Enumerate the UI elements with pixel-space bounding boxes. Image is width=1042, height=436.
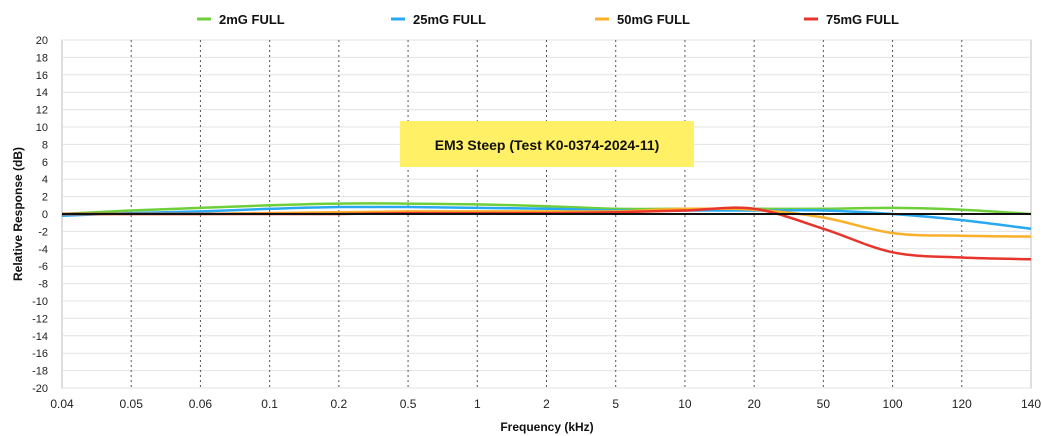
y-tick-label: -16 [32,348,48,360]
y-tick-label: -14 [32,331,48,343]
x-tick-label: 10 [678,397,692,411]
x-tick-label: 20 [747,397,761,411]
grid [61,39,1032,389]
legend-label-2: 25mG FULL [413,12,486,27]
legend-label-4: 75mG FULL [826,12,899,27]
legend-label-3: 50mG FULL [617,12,690,27]
y-tick-label: -2 [38,226,48,238]
y-tick-label: -4 [38,244,48,256]
y-tick-label: -20 [32,383,48,395]
x-tick-label: 100 [883,397,903,411]
y-tick-label: -8 [38,279,48,291]
y-tick-label: 18 [36,52,48,64]
y-tick-label: 2 [42,192,48,204]
series-line-2 [61,205,1032,231]
x-tick-label: 140 [1021,397,1041,411]
legend-label-1: 2mG FULL [219,12,285,27]
y-tick-label: 4 [42,174,48,186]
x-axis-ticks: 0.04 0.05 0.06 0.1 0.2 0.5 1 2 5 10 20 50 100 120 140 [50,397,1041,411]
x-tick-label: 120 [952,397,972,411]
chart-annotation: EM3 Steep (Test K0-0374-2024-11) [400,121,694,167]
y-tick-label: 0 [42,209,48,221]
y-tick-label: 20 [36,35,48,47]
y-axis-ticks: 20181614121086420-2-4-6-8-10-12-14-16-18… [32,35,48,395]
x-tick-label: 50 [817,397,831,411]
annotation-box [400,121,694,167]
x-tick-label: 0.5 [400,397,417,411]
y-tick-label: 8 [42,139,48,151]
y-axis-title: Relative Response (dB) [11,147,25,281]
y-tick-label: -10 [32,296,48,308]
y-tick-label: 16 [36,70,48,82]
legend: 2mG FULL 25mG FULL 50mG FULL 75mG FULL [197,12,899,27]
x-tick-label: 5 [612,397,619,411]
x-tick-label: 0.2 [331,397,348,411]
y-tick-label: 10 [36,122,48,134]
series-line-1 [61,202,1032,216]
y-tick-label: 14 [36,87,48,99]
y-tick-label: 12 [36,105,48,117]
x-tick-label: 0.06 [189,397,213,411]
x-tick-label: 2 [543,397,550,411]
y-tick-label: -12 [32,313,48,325]
y-tick-label: -6 [38,261,48,273]
y-tick-label: 6 [42,157,48,169]
annotation-text: EM3 Steep (Test K0-0374-2024-11) [435,137,660,153]
x-tick-label: 0.04 [50,397,74,411]
x-tick-label: 0.05 [120,397,144,411]
x-axis-title: Frequency (kHz) [500,420,593,434]
x-tick-label: 0.1 [261,397,278,411]
x-tick-label: 1 [474,397,481,411]
y-tick-label: -18 [32,366,48,378]
